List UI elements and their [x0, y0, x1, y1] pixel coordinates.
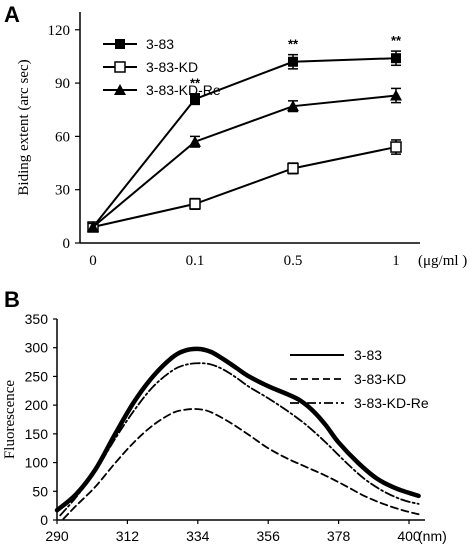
- data-point: [390, 141, 402, 153]
- x-tick-label: 334: [186, 528, 210, 544]
- y-tick-label: 150: [25, 426, 49, 442]
- x-tick-label: 290: [45, 528, 69, 544]
- series-line-0: [54, 346, 421, 513]
- y-tick-label: 350: [25, 311, 49, 327]
- data-point: [189, 135, 201, 147]
- significance-marker: **: [391, 33, 402, 48]
- y-tick-label: 200: [25, 397, 49, 413]
- y-tick-label: 120: [48, 23, 71, 39]
- legend-marker: [115, 39, 125, 49]
- y-tick-label: 60: [55, 129, 70, 145]
- legend-label: 3-83-KD-Re: [146, 82, 221, 98]
- data-point: [189, 198, 201, 210]
- x-tick-label: 400: [397, 528, 421, 544]
- panel-a-axes: [75, 12, 420, 244]
- panel-a-label: A: [4, 2, 20, 27]
- legend-label: 3-83: [146, 36, 174, 52]
- panel-a-legend: 3-83 3-83-KD 3-83-KD-Re: [103, 36, 221, 98]
- series-line-1: [92, 146, 397, 228]
- x-tick-label: 378: [327, 528, 351, 544]
- data-point: [288, 56, 298, 67]
- y-tick-label: 250: [25, 368, 49, 384]
- panel-a-x-unit-label: (μg/ml ): [418, 253, 467, 269]
- x-tick-label: 356: [257, 528, 281, 544]
- data-point: [287, 100, 299, 112]
- legend-label: 3-83-KD: [354, 371, 406, 387]
- panel-b-series: [54, 346, 421, 520]
- series-line-2: [59, 362, 420, 517]
- legend-marker: [114, 84, 126, 95]
- panel-b-y-axis-label: Fluorescence: [2, 380, 18, 459]
- significance-marker: **: [288, 37, 299, 52]
- y-tick-label: 50: [32, 483, 48, 499]
- data-point: [390, 89, 402, 101]
- x-tick-label: 312: [116, 528, 140, 544]
- x-tick-label: 0: [89, 253, 97, 269]
- legend-marker: [114, 61, 126, 73]
- data-point: [287, 162, 299, 175]
- x-tick-label: 1: [392, 253, 400, 269]
- y-tick-label: 30: [55, 183, 70, 199]
- series-line-2: [92, 94, 397, 228]
- panel-b-label: B: [4, 287, 20, 312]
- panel-a-chart: 0 30 60 90 120 0 0.1 0.5 1 Biding extent (arc se…: [16, 12, 467, 269]
- panel-b-legend: 3-83 3-83-KD 3-83-KD-Re: [290, 347, 429, 411]
- legend-label: 3-83-KD: [146, 59, 198, 75]
- series-line-0: [92, 57, 397, 228]
- panel-a-tick-labels: 0 30 60 90 120 0 0.1 0.5 1: [48, 23, 400, 269]
- x-tick-label: 0.1: [186, 253, 205, 269]
- series-line-1: [62, 408, 420, 520]
- panel-a-series: [87, 50, 402, 233]
- legend-label: 3-83: [354, 347, 382, 363]
- panel-a-y-axis-label: Biding extent (arc sec): [16, 59, 32, 195]
- y-tick-label: 90: [55, 76, 70, 92]
- data-point: [190, 94, 200, 105]
- y-tick-label: 100: [25, 455, 49, 471]
- significance-marker: **: [190, 76, 201, 91]
- x-tick-label: 0.5: [284, 253, 303, 269]
- panel-b-tick-labels: 0 50 100 150 200 250 300 350 290 312 334 356 378 400: [25, 311, 421, 544]
- data-point: [87, 221, 99, 233]
- panel-a-significance: ** ** **: [190, 33, 402, 91]
- data-point: [391, 53, 401, 64]
- panel-b-x-unit-label: (nm): [418, 528, 447, 544]
- legend-label: 3-83-KD-Re: [354, 395, 429, 411]
- y-tick-label: 0: [63, 236, 71, 252]
- y-tick-label: 0: [40, 512, 48, 528]
- y-tick-label: 300: [25, 340, 49, 356]
- panel-b-axes: [53, 318, 425, 524]
